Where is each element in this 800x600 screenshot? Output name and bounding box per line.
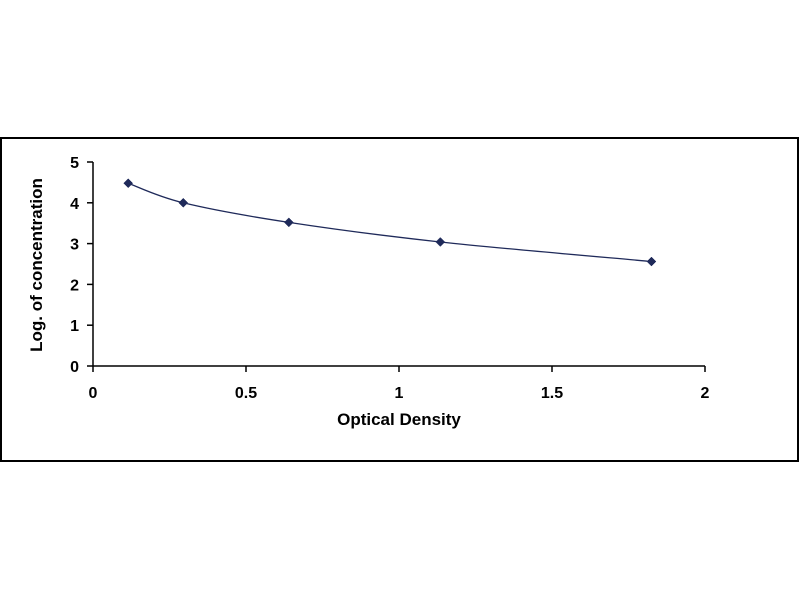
y-tick-label: 2 (70, 277, 79, 294)
plot-area: 0 1 2 3 4 5 0 0.5 1 1.5 2 (70, 155, 709, 402)
x-tick-label: 1.5 (541, 385, 563, 402)
chart-border (0, 137, 799, 462)
data-point (646, 256, 657, 267)
y-tick-label: 1 (70, 318, 79, 335)
x-tick-label: 2 (701, 385, 710, 402)
x-axis-label: Optical Density (337, 410, 461, 429)
y-tick-label: 3 (70, 237, 79, 254)
x-tick-label: 0 (89, 385, 98, 402)
data-point (123, 178, 134, 189)
data-point (283, 217, 294, 228)
y-tick-label: 4 (70, 196, 79, 213)
y-tick-label: 0 (70, 359, 79, 376)
y-tick-label: 5 (70, 155, 79, 172)
data-point (435, 237, 446, 247)
y-axis-label: Log. of concentration (27, 178, 46, 352)
x-tick-label: 1 (395, 385, 404, 402)
x-tick-label: 0.5 (235, 385, 257, 402)
data-point (178, 197, 189, 208)
